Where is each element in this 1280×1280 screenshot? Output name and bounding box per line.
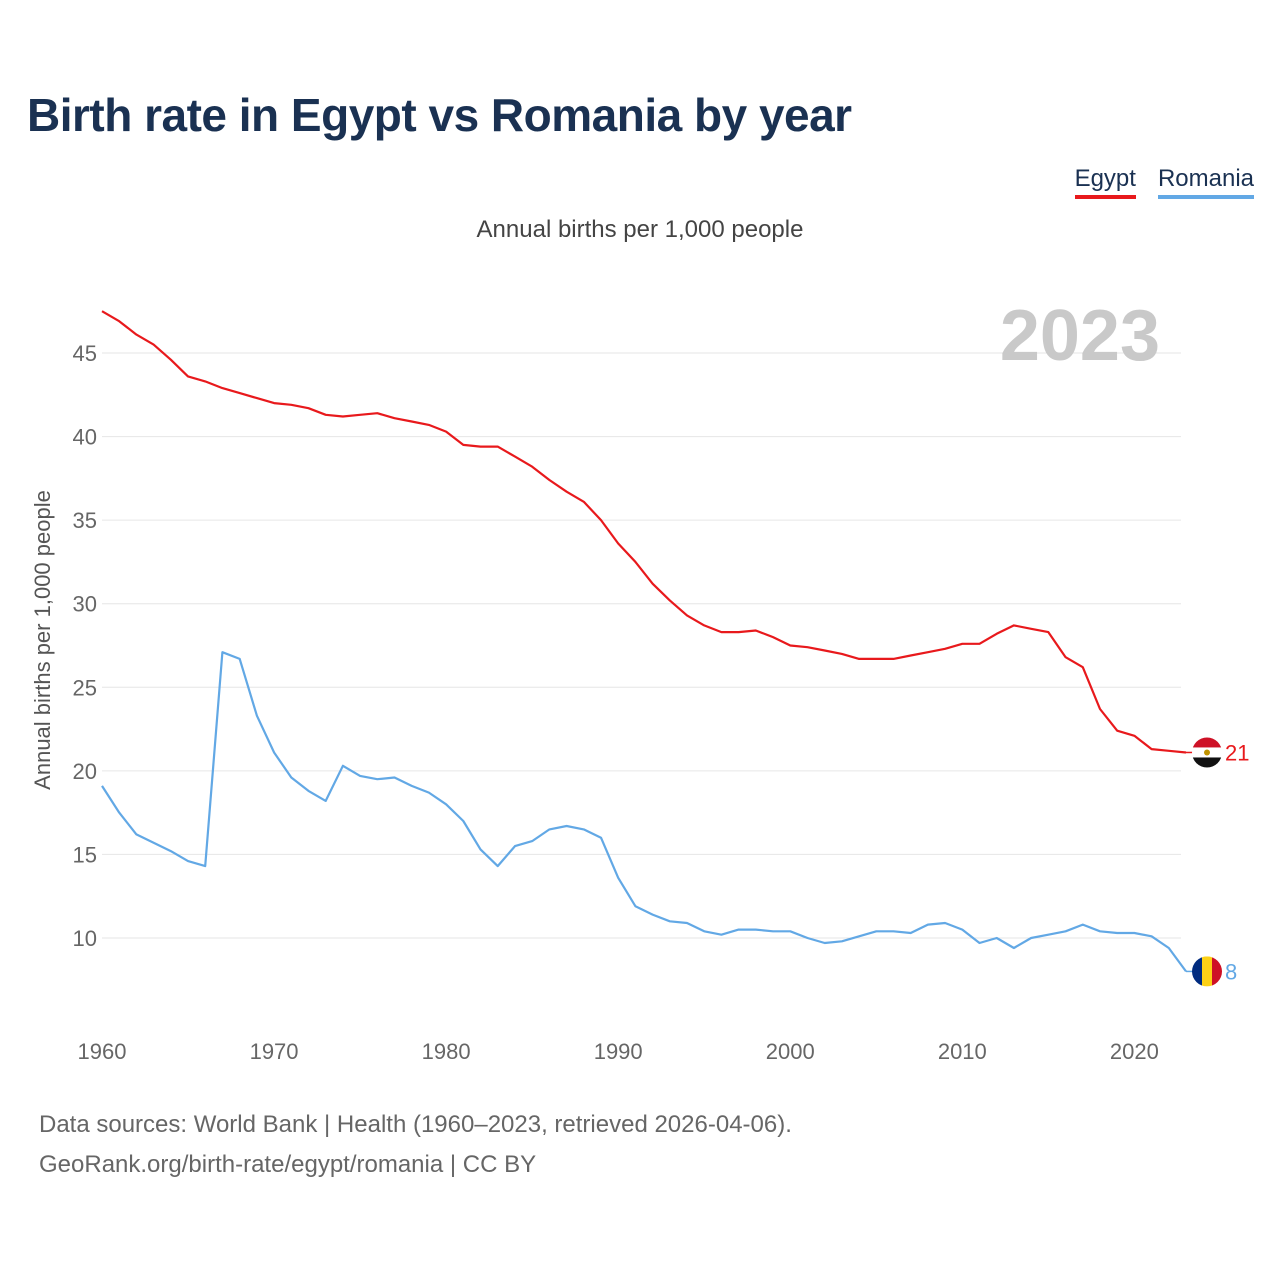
source-line-1: Data sources: World Bank | Health (1960–… <box>39 1111 792 1138</box>
series-line-egypt[interactable] <box>101 310 1187 754</box>
x-tick-label-1970: 1970 <box>250 1039 299 1064</box>
x-tick-label-2020: 2020 <box>1110 1039 1159 1064</box>
y-tick-label-10: 10 <box>73 926 97 951</box>
source-line-2[interactable]: GeoRank.org/birth-rate/egypt/romania | C… <box>39 1151 537 1178</box>
legend: Egypt Romania <box>1074 165 1254 199</box>
page-title: Birth rate in Egypt vs Romania by year <box>27 89 852 141</box>
end-value-egypt: 21 <box>1225 740 1249 765</box>
y-tick-label-40: 40 <box>73 425 97 450</box>
legend-item-romania[interactable]: Romania <box>1157 165 1254 199</box>
x-tick-label-1960: 1960 <box>78 1039 127 1064</box>
chart-subtitle: Annual births per 1,000 people <box>476 216 804 243</box>
x-tick-label-2010: 2010 <box>938 1039 987 1064</box>
end-value-romania: 8 <box>1225 959 1237 984</box>
y-tick-label-30: 30 <box>73 592 97 617</box>
y-axis-label: Annual births per 1,000 people <box>30 490 55 790</box>
legend-item-egypt[interactable]: Egypt <box>1074 165 1136 199</box>
y-tick-label-25: 25 <box>73 675 97 700</box>
source-note: Data sources: World Bank | Health (1960–… <box>39 1105 792 1185</box>
y-tick-label-20: 20 <box>73 759 97 784</box>
x-tick-label-1980: 1980 <box>422 1039 471 1064</box>
year-label: 2023 <box>1000 296 1160 376</box>
flag-romania-icon <box>1192 956 1222 987</box>
series-line-romania[interactable] <box>101 651 1187 973</box>
x-tick-label-2000: 2000 <box>766 1039 815 1064</box>
y-tick-label-15: 15 <box>73 842 97 867</box>
y-tick-label-35: 35 <box>73 508 97 533</box>
y-tick-label-45: 45 <box>73 341 97 366</box>
x-tick-label-1990: 1990 <box>594 1039 643 1064</box>
flag-egypt-icon <box>1192 737 1222 768</box>
